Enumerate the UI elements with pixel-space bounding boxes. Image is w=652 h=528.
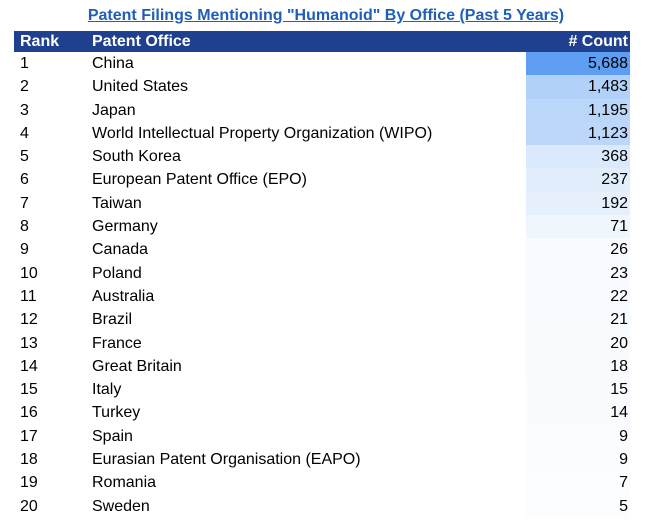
- rank-cell: 17: [20, 427, 38, 445]
- patent-table: Rank Patent Office # Count 1 China 5,688 2 U…: [14, 31, 630, 518]
- rank-cell: 10: [20, 264, 38, 282]
- table-row: 11 Australia 22: [14, 284, 630, 309]
- office-cell: Australia: [92, 287, 155, 305]
- table-row: 8 Germany 71: [14, 215, 630, 239]
- table-row: 19 Romania 7: [14, 471, 630, 495]
- office-cell: China: [92, 55, 134, 72]
- table-row: 1 China 5,688: [14, 52, 630, 76]
- count-cell: 15: [526, 378, 630, 402]
- table-row: 7 Taiwan 192: [14, 191, 630, 216]
- count-cell: 9: [526, 448, 630, 472]
- office-cell: Canada: [92, 241, 149, 259]
- rank-cell: 8: [20, 218, 29, 236]
- table-row: 2 United States 1,483: [14, 75, 630, 99]
- rank-cell: 1: [20, 55, 29, 72]
- header-office: Patent Office: [92, 33, 191, 50]
- rank-cell: 16: [20, 404, 38, 422]
- header-count: # Count: [568, 33, 628, 50]
- table-row: 5 South Korea 368: [14, 145, 630, 169]
- rank-cell: 4: [20, 124, 29, 142]
- office-cell: South Korea: [92, 148, 181, 166]
- count-cell: 237: [526, 168, 630, 192]
- table-row: 17 Spain 9: [14, 424, 630, 449]
- office-cell: Brazil: [92, 311, 133, 329]
- office-cell: Great Britain: [92, 357, 182, 375]
- office-cell: France: [92, 334, 142, 352]
- count-cell: 14: [526, 401, 630, 425]
- rank-cell: 11: [20, 287, 37, 305]
- office-cell: Romania: [92, 474, 157, 492]
- rank-cell: 3: [20, 101, 29, 119]
- table-row: 12 Brazil 21: [14, 308, 630, 332]
- count-cell: 192: [526, 191, 630, 216]
- count-cell: 1,483: [526, 75, 630, 99]
- table-row: 15 Italy 15: [14, 378, 630, 402]
- rank-cell: 5: [20, 148, 29, 166]
- rank-cell: 6: [20, 171, 29, 189]
- table-row: 20 Sweden 5: [14, 494, 630, 518]
- rank-cell: 2: [20, 78, 29, 96]
- office-cell: Germany: [92, 218, 158, 236]
- table-row: 14 Great Britain 18: [14, 354, 630, 379]
- table-row: 4 World Intellectual Property Organizatio…: [14, 121, 630, 146]
- table-row: 10 Poland 23: [14, 261, 630, 285]
- rank-cell: 7: [20, 194, 29, 212]
- office-cell: Eurasian Patent Organisation (EAPO): [92, 451, 361, 469]
- count-cell: 7: [526, 471, 630, 495]
- table-row: 18 Eurasian Patent Organisation (EAPO) 9: [14, 448, 630, 472]
- table-body: 1 China 5,688 2 United States 1,483 3 Japan 1,19…: [14, 52, 630, 518]
- rank-cell: 19: [20, 474, 38, 492]
- table-header: Rank Patent Office # Count: [14, 31, 630, 52]
- office-cell: Turkey: [92, 404, 141, 422]
- office-cell: Japan: [92, 101, 136, 119]
- office-cell: Italy: [92, 381, 122, 399]
- count-cell: 21: [526, 308, 630, 332]
- rank-cell: 13: [20, 334, 38, 352]
- rank-cell: 20: [20, 497, 38, 515]
- rank-cell: 12: [20, 311, 38, 329]
- office-cell: Spain: [92, 427, 133, 445]
- count-cell: 20: [526, 331, 630, 355]
- header-rank: Rank: [20, 33, 60, 50]
- rank-cell: 15: [20, 381, 38, 399]
- office-cell: Poland: [92, 264, 142, 282]
- count-cell: 26: [526, 238, 630, 262]
- table-row: 3 Japan 1,195: [14, 98, 630, 122]
- office-cell: World Intellectual Property Organization…: [92, 124, 433, 142]
- rank-cell: 14: [20, 357, 38, 375]
- table-row: 13 France 20: [14, 331, 630, 355]
- table-row: 9 Canada 26: [14, 238, 630, 262]
- count-cell: 9: [526, 424, 630, 449]
- table-row: 6 European Patent Office (EPO) 237: [14, 168, 630, 192]
- count-cell: 18: [526, 354, 630, 379]
- table-row: 16 Turkey 14: [14, 401, 630, 425]
- office-cell: European Patent Office (EPO): [92, 171, 307, 189]
- office-cell: Taiwan: [92, 194, 142, 212]
- office-cell: United States: [92, 78, 189, 96]
- count-cell: 5: [526, 494, 630, 518]
- count-cell: 1,123: [526, 121, 630, 146]
- count-cell: 23: [526, 261, 630, 285]
- rank-cell: 18: [20, 451, 38, 469]
- count-cell: 1,195: [526, 98, 630, 122]
- office-cell: Sweden: [92, 497, 150, 515]
- count-cell: 5,688: [526, 52, 630, 76]
- rank-cell: 9: [20, 241, 29, 259]
- count-cell: 22: [526, 284, 630, 309]
- count-cell: 368: [526, 145, 630, 169]
- table-title: Patent Filings Mentioning "Humanoid" By …: [87, 7, 565, 24]
- count-cell: 71: [526, 215, 630, 239]
